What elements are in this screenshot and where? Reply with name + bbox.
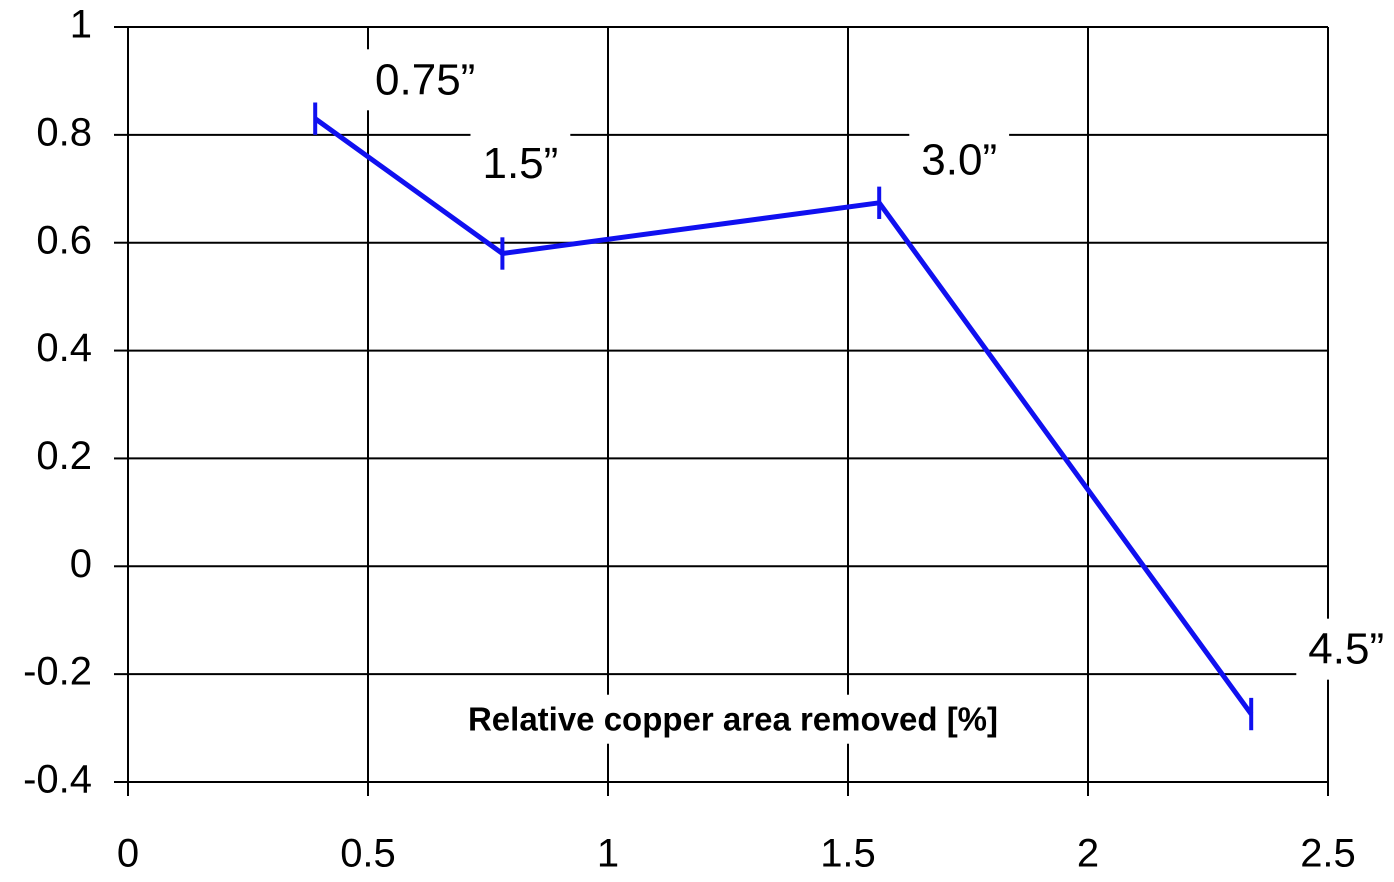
y-tick-label: -0.2 — [23, 650, 92, 694]
point-label: 4.5” — [1308, 625, 1384, 674]
point-label-bg — [363, 49, 488, 111]
x-tick-label: 1.5 — [820, 832, 876, 876]
point-label: 1.5” — [482, 139, 558, 188]
point-label: 3.0” — [921, 135, 997, 184]
point-label-bg — [470, 133, 571, 195]
x-tick-label: 2 — [1077, 832, 1099, 876]
x-tick-label: 0.5 — [340, 832, 396, 876]
y-tick-label: 0 — [70, 542, 92, 586]
x-tick-label: 1 — [597, 832, 619, 876]
y-tick-label: 0.2 — [36, 434, 92, 478]
y-tick-label: 1 — [70, 3, 92, 47]
y-tick-label: 0.6 — [36, 218, 92, 262]
point-label-bg — [1296, 618, 1394, 680]
y-tick-label: -0.4 — [23, 758, 92, 802]
x-tick-label: 0 — [117, 832, 139, 876]
x-tick-label: 2.5 — [1300, 832, 1356, 876]
point-label: 0.75” — [375, 55, 475, 104]
x-axis-label-bg — [455, 694, 1011, 744]
data-line — [313, 116, 1254, 716]
y-tick-label: 0.4 — [36, 326, 92, 370]
point-label-bg — [909, 129, 1010, 191]
x-axis-label: Relative copper area removed [%] — [468, 701, 998, 738]
y-tick-label: 0.8 — [36, 110, 92, 154]
